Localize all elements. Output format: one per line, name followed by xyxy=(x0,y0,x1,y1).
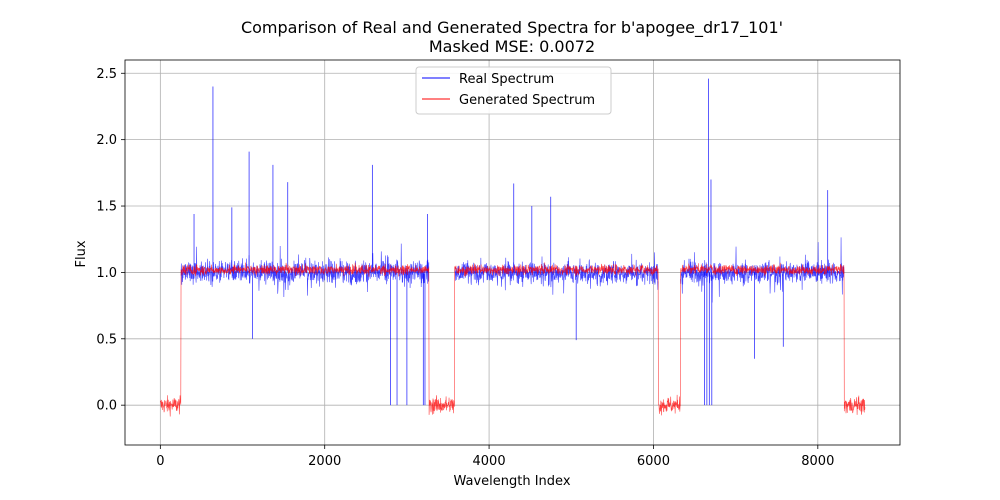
y-tick-label: 2.0 xyxy=(96,133,117,148)
chart-subtitle: Masked MSE: 0.0072 xyxy=(429,37,595,56)
y-axis: 0.0 0.5 1.0 1.5 2.0 2.5 xyxy=(96,67,125,414)
series-line-generated xyxy=(160,262,866,417)
x-tick-label: 4000 xyxy=(473,454,506,469)
x-axis-label: Wavelength Index xyxy=(453,474,570,489)
series-layer xyxy=(160,78,866,417)
x-tick-label: 0 xyxy=(156,454,164,469)
legend-box xyxy=(415,66,612,115)
legend: Real Spectrum Generated Spectrum xyxy=(415,66,612,115)
y-tick-label: 0.5 xyxy=(96,332,117,347)
x-tick-label: 8000 xyxy=(801,454,834,469)
legend-label-real: Real Spectrum xyxy=(459,72,554,87)
plot-frame xyxy=(124,59,901,446)
y-axis-label: Flux xyxy=(74,240,89,267)
y-tick-label: 1.0 xyxy=(96,266,117,281)
x-tick-label: 2000 xyxy=(308,454,341,469)
chart-title: Comparison of Real and Generated Spectra… xyxy=(241,18,783,38)
y-tick-label: 2.5 xyxy=(96,67,117,82)
legend-label-generated: Generated Spectrum xyxy=(459,93,595,108)
x-tick-label: 6000 xyxy=(637,454,670,469)
y-tick-label: 1.5 xyxy=(96,200,117,215)
x-axis: 0 2000 4000 6000 8000 xyxy=(156,445,834,469)
y-tick-label: 0.0 xyxy=(96,399,117,414)
